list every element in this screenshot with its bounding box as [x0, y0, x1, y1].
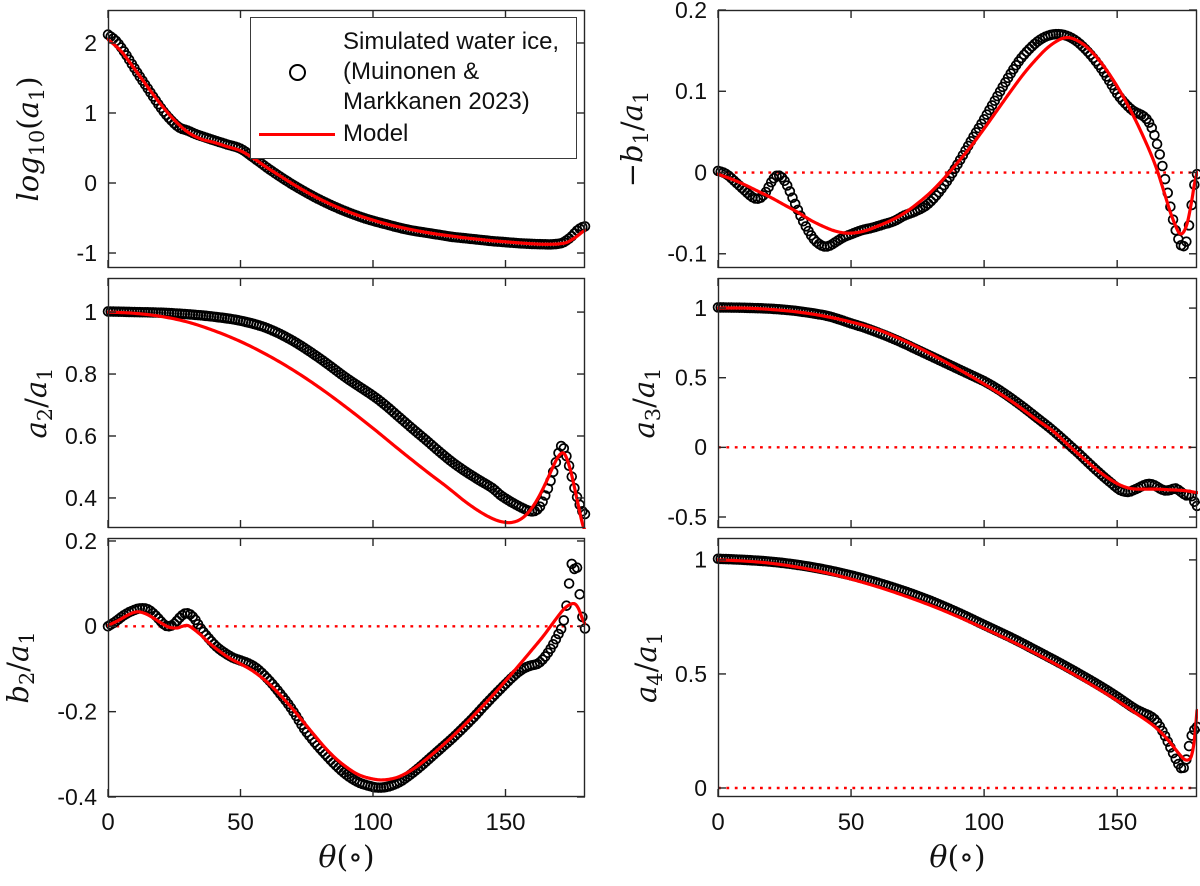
axes-frame — [107, 277, 586, 529]
series-simulated-data — [712, 302, 1200, 512]
legend-line-1: Simulated water ice, — [343, 28, 560, 55]
axes-frame — [717, 277, 1198, 529]
y-tick-label: 0.2 — [675, 0, 707, 23]
panel-b2-over-a1: -0.4 -0.2 0 0.2 0 50 100 150 b2/a1 θ(∘) — [1, 528, 591, 875]
x-tick-label: 100 — [964, 809, 1004, 836]
y-axis-label: log10(a1) — [11, 76, 49, 201]
x-axis-label: θ(∘) — [929, 840, 985, 875]
axis-ticks — [717, 538, 1197, 797]
y-tick-label: 1 — [84, 100, 97, 126]
axis-ticks — [107, 538, 585, 798]
y-tick-label: 0 — [694, 775, 707, 801]
legend-item-simulated-label: Simulated water ice, (Muinonen & Markkan… — [343, 27, 576, 117]
series-model-line — [107, 37, 586, 246]
y-tick-label: 0 — [84, 170, 97, 196]
y-tick-label: -0.1 — [667, 241, 707, 267]
legend-item-model-label: Model — [343, 120, 409, 147]
panel-neg-b1-over-a1: -0.1 0 0.1 0.2 −b1/a1 — [615, 0, 1200, 269]
y-axis-label: a2/a1 — [19, 368, 57, 439]
x-tick-label: 150 — [485, 809, 525, 836]
legend-model-line-icon — [259, 132, 335, 136]
series-model-line — [107, 310, 586, 529]
y-tick-label: 0.8 — [65, 361, 97, 387]
series-model-line — [717, 558, 1198, 762]
legend-marker-circle-icon — [288, 63, 306, 81]
y-tick-label: 0.5 — [675, 365, 707, 391]
y-tick-label: 0.5 — [675, 661, 707, 687]
x-tick-label: 0 — [711, 809, 724, 836]
y-axis-label: −b1/a1 — [615, 91, 653, 188]
y-tick-label: 1 — [694, 295, 707, 321]
axis-ticks — [717, 9, 1197, 268]
x-tick-label: 0 — [101, 809, 114, 836]
series-simulated-data — [102, 306, 591, 520]
legend-marker-cell — [251, 27, 343, 117]
y-axis-label: a3/a1 — [627, 368, 665, 439]
y-tick-label: -0.4 — [57, 784, 97, 810]
axis-ticks — [107, 278, 585, 528]
x-tick-label: 150 — [1097, 809, 1137, 836]
series-model-line — [717, 306, 1198, 495]
x-tick-label: 50 — [838, 809, 865, 836]
series-simulated-data — [712, 28, 1200, 252]
series-model-line — [107, 601, 586, 782]
y-tick-label: 1 — [694, 547, 707, 573]
axis-ticks — [107, 10, 585, 268]
axes-frame — [717, 537, 1198, 798]
y-axis-label: a4/a1 — [629, 632, 667, 703]
y-tick-label: 1 — [84, 299, 97, 325]
legend-line-2: (Muinonen & — [343, 58, 480, 85]
y-tick-label: 0.6 — [65, 423, 97, 449]
x-tick-label: 50 — [227, 809, 254, 836]
y-tick-label: 0.4 — [65, 485, 97, 511]
panel-log10-a1: -1 0 1 2 log10(a1) — [11, 9, 591, 269]
y-tick-label: -0.5 — [667, 504, 707, 530]
y-tick-label: -1 — [77, 240, 97, 266]
panel-a4-over-a1: 0 0.5 1 0 50 100 150 a4/a1 θ(∘) — [629, 537, 1200, 875]
series-simulated-data — [712, 553, 1200, 774]
series-model-line — [717, 36, 1198, 236]
legend-model-cell — [251, 119, 343, 149]
axes-frame — [107, 537, 586, 798]
y-tick-label: 0.1 — [675, 78, 707, 104]
axes-frame — [717, 9, 1198, 269]
axis-ticks — [717, 278, 1197, 528]
y-tick-label: 2 — [84, 30, 97, 56]
y-tick-label: 0 — [694, 159, 707, 185]
legend-line-3: Markkanen 2023) — [343, 88, 530, 115]
axes-frame — [107, 9, 586, 269]
x-tick-label: 100 — [353, 809, 393, 836]
y-tick-label: 0 — [694, 434, 707, 460]
legend: Simulated water ice, (Muinonen & Markkan… — [250, 17, 577, 159]
y-tick-label: 0 — [84, 613, 97, 639]
panel-a2-over-a1: 0.4 0.6 0.8 1 a2/a1 — [19, 277, 591, 529]
y-axis-label: b2/a1 — [1, 631, 39, 703]
x-axis-label: θ(∘) — [318, 840, 374, 875]
y-tick-label: 0.2 — [65, 528, 97, 554]
panel-a3-over-a1: -0.5 0 0.5 1 a3/a1 — [627, 277, 1200, 530]
y-tick-label: -0.2 — [57, 698, 97, 724]
series-simulated-data — [102, 558, 591, 793]
